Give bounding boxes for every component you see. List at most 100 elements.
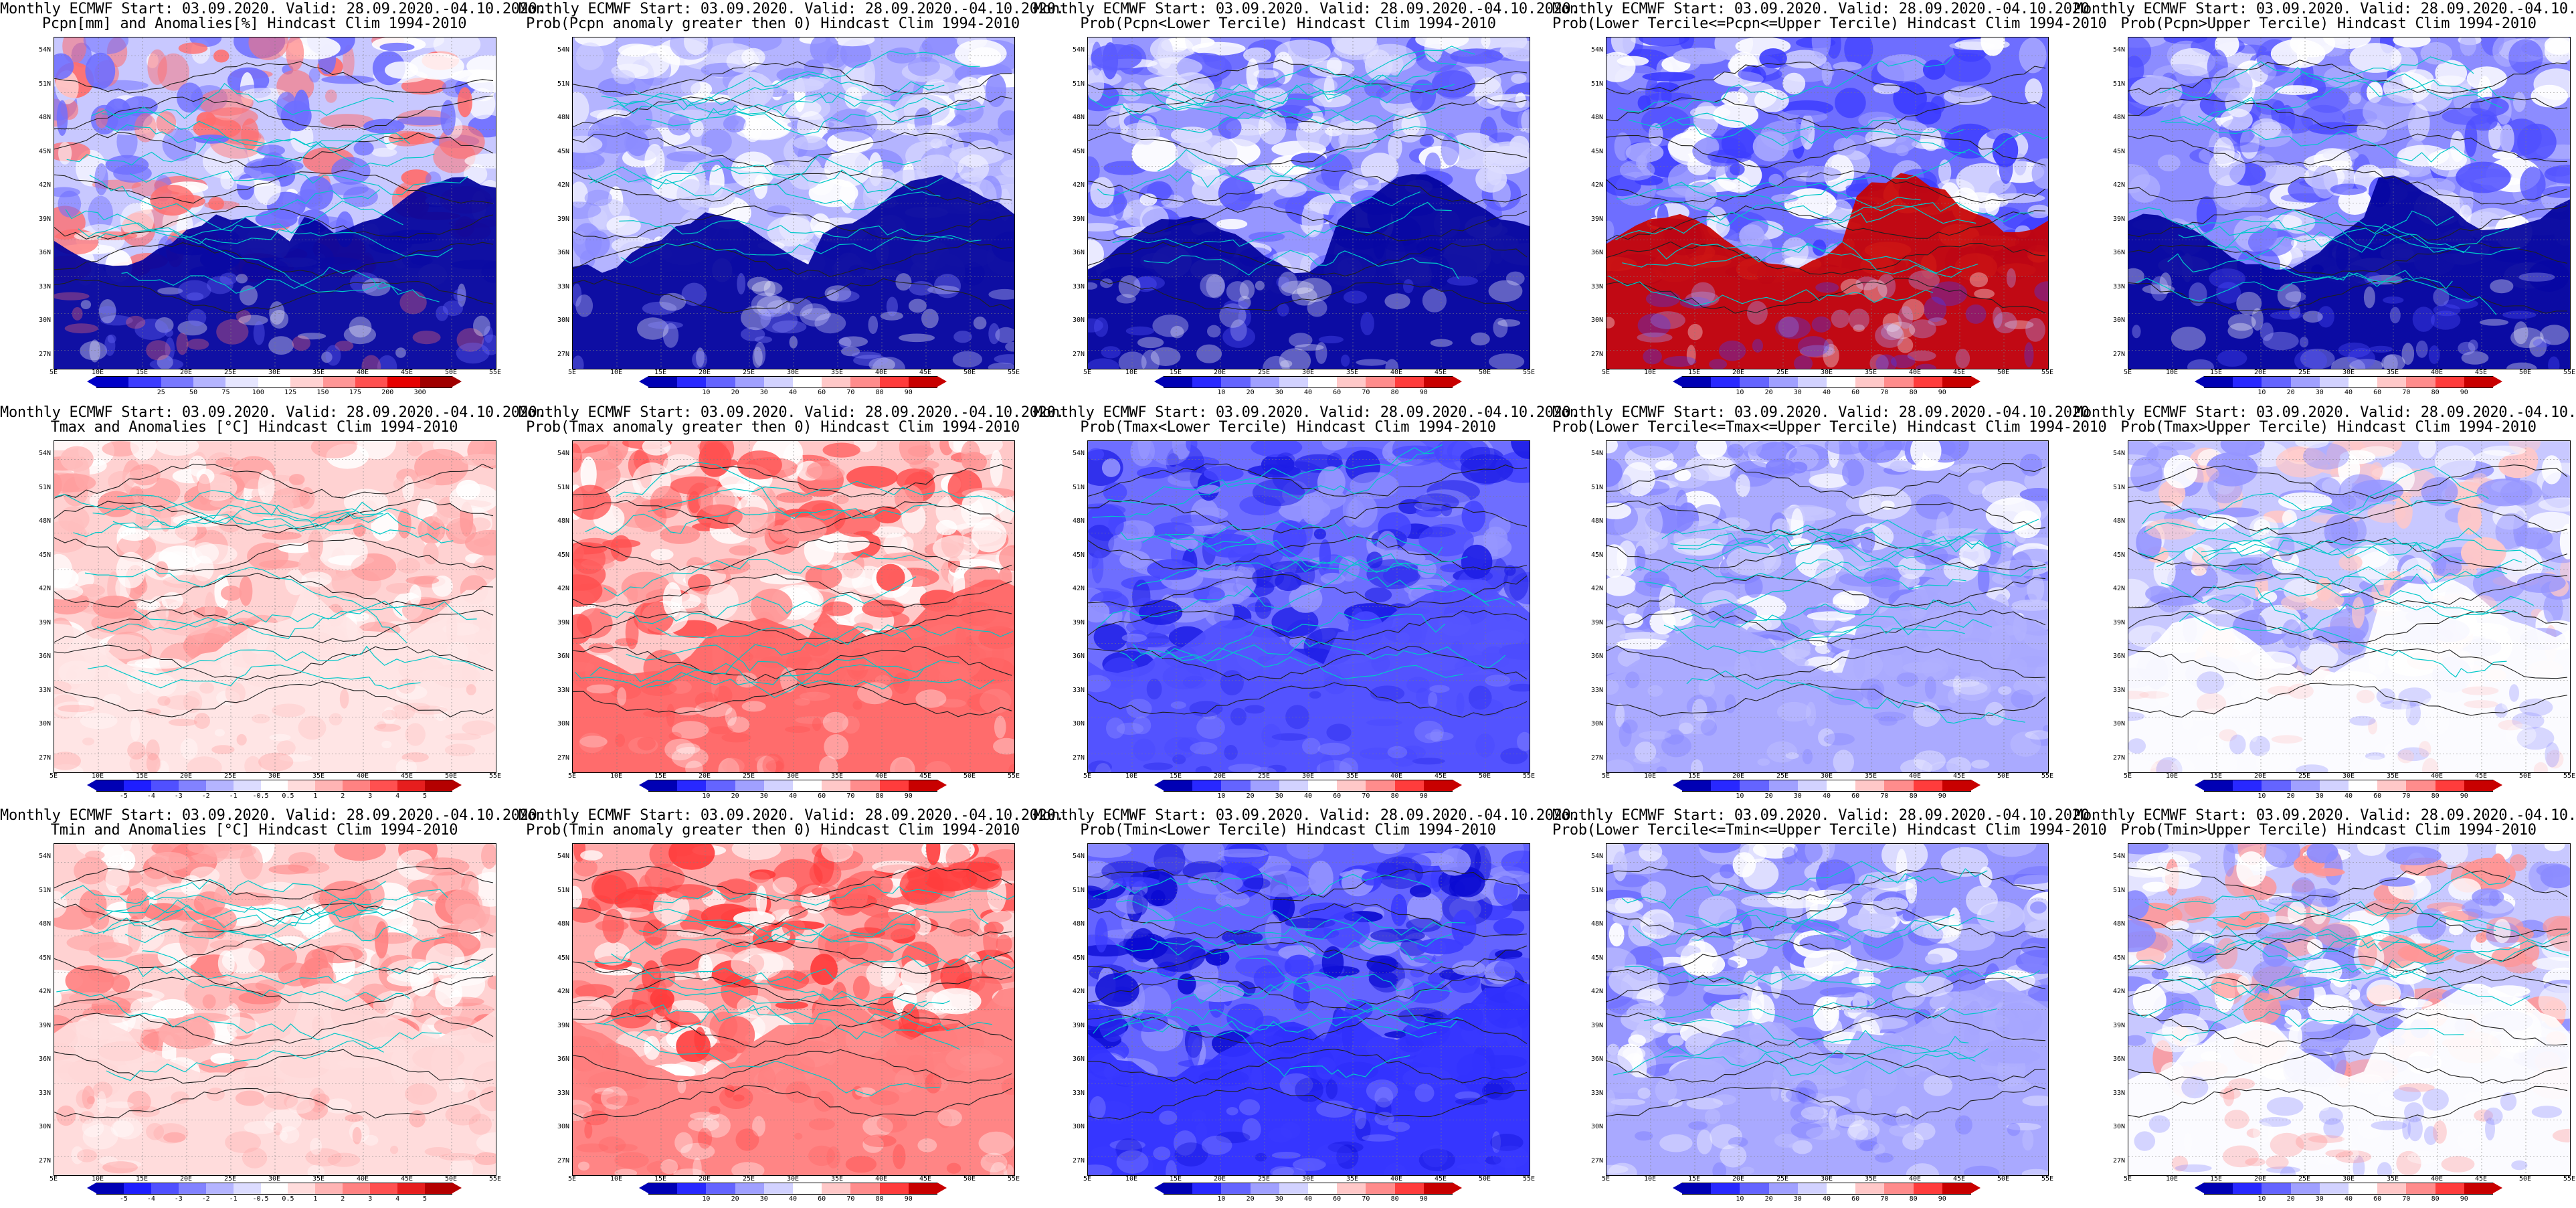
field-blob [1461,545,1493,579]
lat-label: 48N [36,517,51,525]
field-blob [1295,1077,1323,1102]
colorbar-tick-label: 175 [349,389,361,396]
colorbar-arrow-right [1453,376,1462,387]
field-blob [1739,224,1764,248]
field-blob [80,341,107,361]
colorbar [2195,780,2502,790]
field-blob [2543,592,2563,624]
field-blob [1154,844,1185,877]
colorbar-segment [315,780,343,792]
colorbar-segment [880,376,909,388]
forecast-panel: Monthly ECMWF Start: 03.09.2020. Valid: … [2074,404,2576,805]
colorbar-tick-label: 90 [2460,792,2468,800]
lat-label: 45N [36,551,51,559]
field-blob [1503,566,1529,601]
colorbar-tick-label: 10 [1217,792,1225,800]
colorbar-segment [179,1183,206,1195]
field-blob [2516,527,2553,549]
lat-label: 54N [1070,46,1085,54]
colorbar-segment [1914,376,1942,388]
field-blob [1316,1100,1353,1118]
field-blob [1224,745,1237,760]
field-blob [1429,685,1449,693]
lon-label: 55E [485,369,505,376]
field-blob [1719,341,1746,361]
lat-label: 27N [2110,351,2125,358]
lon-label: 10E [88,369,108,376]
field-blob [1873,83,1900,94]
field-blob [937,1109,962,1126]
lat-label: 51N [555,484,569,491]
lat-label: 45N [1070,551,1085,559]
colorbar-tick-label: 20 [1247,389,1255,396]
field-blob [385,62,418,79]
field-blob [2545,742,2559,767]
panel-title-line2: Prob(Tmin anomaly greater then 0) Hindca… [519,823,1027,839]
field-blob [2231,194,2268,207]
field-blob [1923,60,1945,80]
colorbar-tick-label: -1 [229,792,238,800]
colorbar-tick-label: 10 [702,792,710,800]
field-blob [1106,112,1121,128]
field-blob [1159,1111,1177,1125]
lon-label: 10E [606,369,626,376]
field-blob [1986,497,2041,531]
field-blob [1403,279,1414,293]
colorbar [1673,376,1981,387]
field-blob [866,960,896,987]
colorbar-segment [1192,1183,1221,1195]
lat-label: 36N [555,1055,569,1063]
field-blob [1675,469,1691,481]
colorbar-tick-label: 70 [846,1195,854,1203]
lat-label: 42N [1588,585,1603,592]
colorbar-segment [1942,780,1971,792]
colorbar-tick-label: -2 [202,1195,210,1203]
field-blob [1420,135,1435,147]
field-blob [2502,311,2537,319]
lat-label: 39N [36,215,51,223]
colorbar-tick-label: 60 [1333,389,1341,396]
field-blob [1396,978,1414,1002]
field-blob [853,355,888,366]
field-blob [1699,678,1715,697]
map-frame [572,440,1015,773]
lon-label: 5E [2118,772,2138,780]
map-field [1606,37,2048,369]
field-blob [617,687,626,706]
colorbar-segment [1798,780,1827,792]
field-blob [1896,145,1908,157]
map-frame [54,440,496,773]
lon-label: 10E [2162,772,2182,780]
field-blob [666,704,675,727]
field-blob [1775,317,1811,339]
field-blob [1673,538,1724,555]
colorbar-arrow-left [1154,780,1164,790]
colorbar-segment [1827,780,1855,792]
map-frame [2128,37,2571,369]
field-blob [2249,62,2277,82]
lon-label: 40E [1905,772,1925,780]
field-blob [237,734,247,746]
map-frame [1087,37,1530,369]
field-blob [2458,342,2475,355]
field-blob [1701,719,1717,736]
colorbar-segment [2435,780,2464,792]
map-field [573,37,1014,369]
field-blob [2413,307,2435,332]
lon-label: 15E [1166,369,1186,376]
colorbar-segment [677,780,706,792]
lon-label: 55E [1004,1175,1024,1183]
lon-label: 45E [1949,772,1969,780]
lon-label: 45E [915,772,935,780]
field-blob [925,82,963,96]
lat-label: 45N [555,148,569,155]
field-blob [445,734,481,741]
lon-label: 30E [783,772,803,780]
lon-label: 10E [88,772,108,780]
field-blob [2513,92,2526,112]
colorbar-arrow-left [1154,376,1164,387]
lon-label: 25E [220,369,240,376]
field-blob [215,1029,238,1041]
field-blob [1120,123,1160,145]
field-blob [2509,684,2519,702]
